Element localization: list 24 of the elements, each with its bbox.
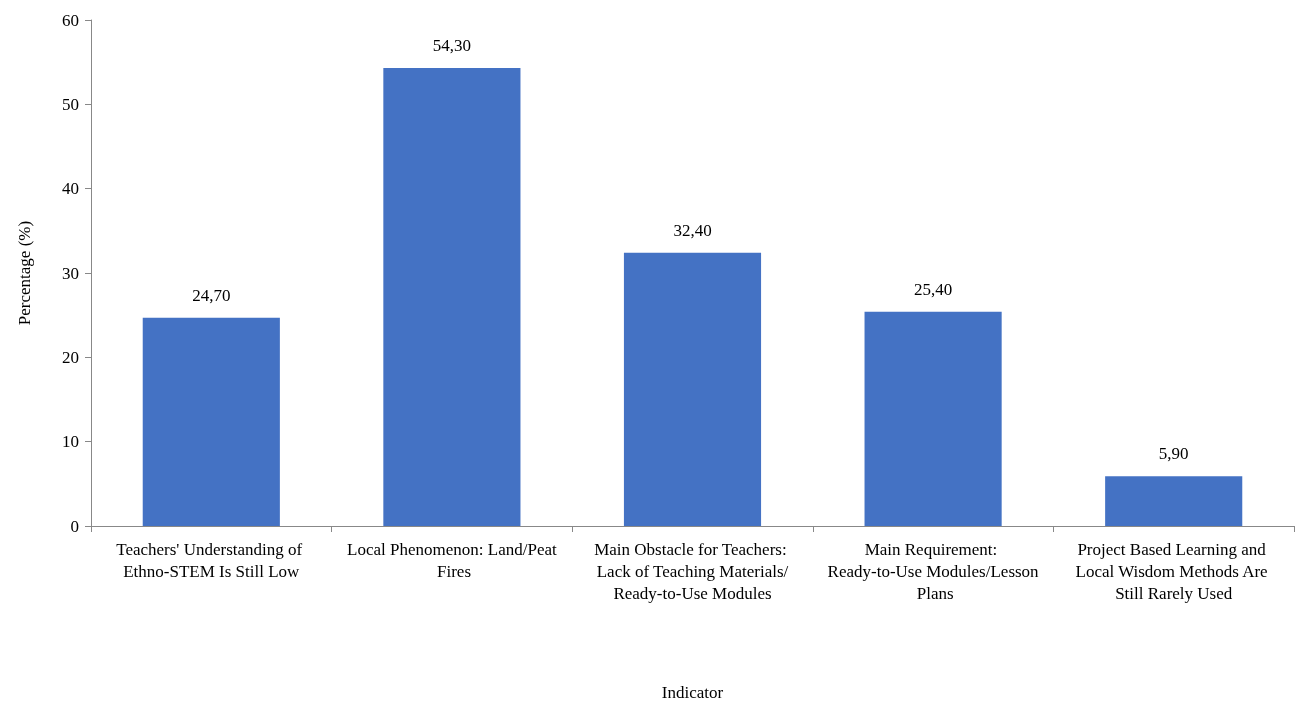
y-tick-label: 0 [70,516,79,536]
bar [864,311,1002,526]
data-label: 25,40 [913,279,953,299]
x-tick-label: Main Obstacle for Teachers: Lack of Teaching Materials/Ready-to-Use Modules [594,539,791,603]
y-tick-label: 20 [62,347,79,367]
x-tick-label: Project Based Learning and Local Wisdom Methods Are Still Rarely Used [1075,539,1272,603]
x-tick-label: Local Phenomenon: Land/Peat Fires [347,539,557,581]
x-tick-label: Main Requirement: Ready-to-Use Modules/Lesson Plans [827,539,1040,603]
x-axis-title: Indicator [661,683,724,702]
bar [142,317,280,526]
x-tick-label: Teachers' Understanding of Ethno-STEM Is Still Low [116,539,307,581]
bar [1105,476,1243,526]
bar [623,252,762,526]
y-tick-label: 40 [62,179,79,199]
data-label: 32,40 [673,220,712,240]
data-label: 54,30 [432,36,472,56]
bar [383,68,521,526]
data-label: 24,70 [192,285,231,305]
data-label: 5,90 [1158,444,1189,464]
y-axis-title: Percentage (%) [15,220,34,326]
y-tick-label: 60 [62,10,79,30]
y-tick-label: 50 [62,94,79,114]
y-tick-label: 10 [62,432,79,452]
y-tick-label: 30 [62,263,79,283]
